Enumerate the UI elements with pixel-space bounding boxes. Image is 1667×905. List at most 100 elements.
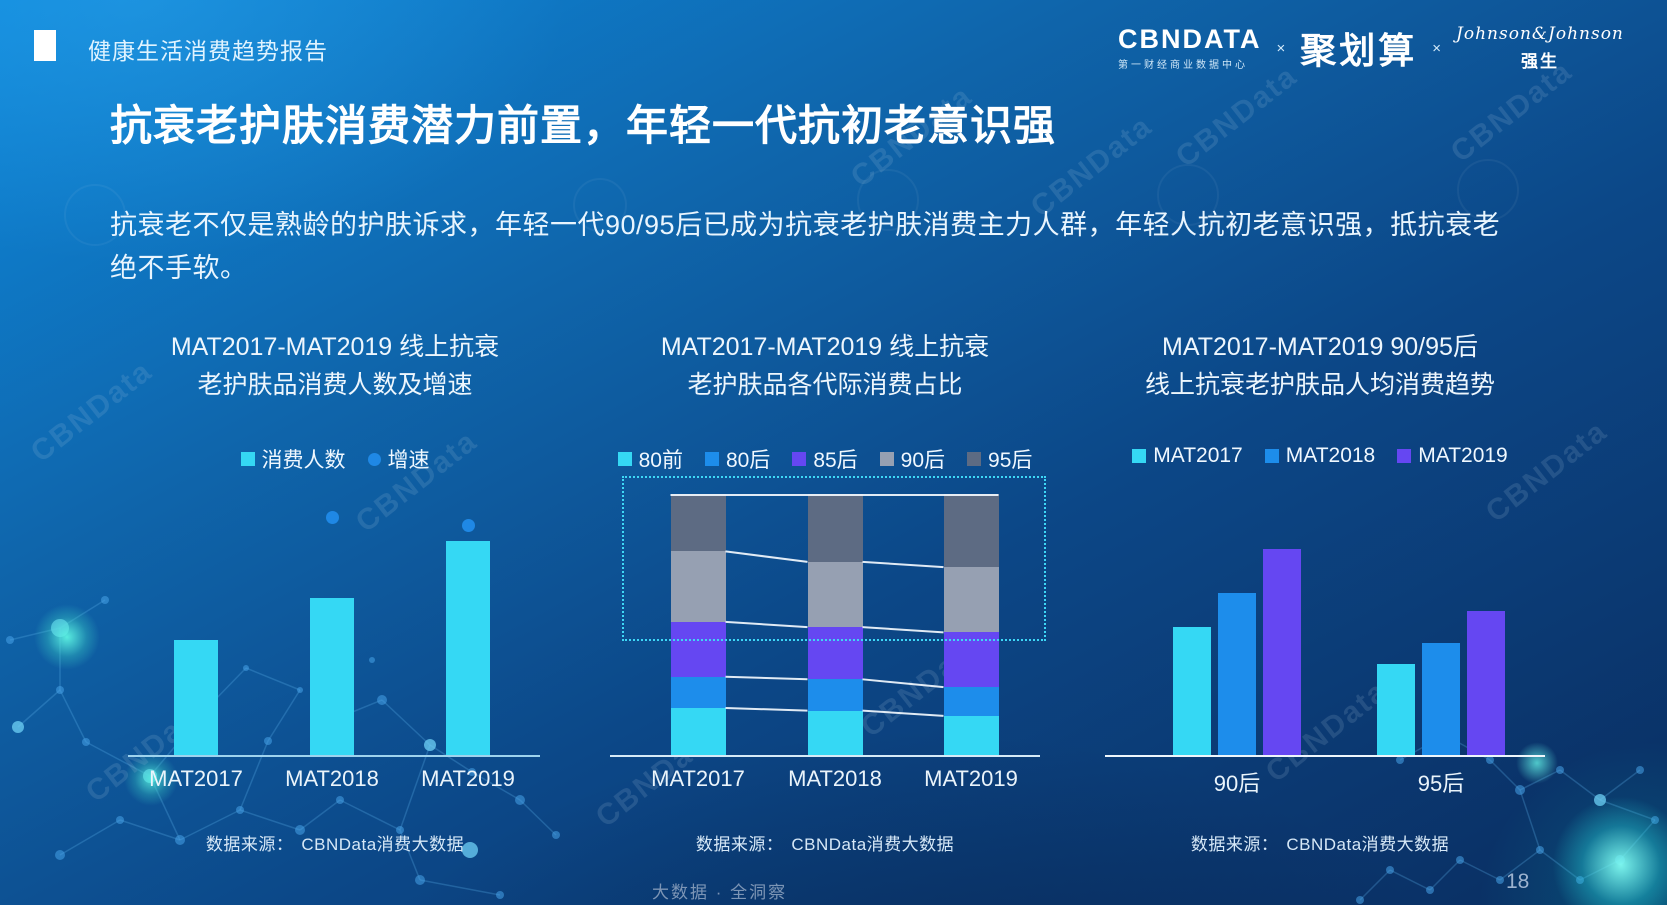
legend-square-marker [967,452,982,466]
stack-segment-90后-MAT2019 [943,567,999,633]
data-source-value: CBNData消费大数据 [301,835,465,854]
legend-label: 80前 [638,449,683,472]
data-source-label: 数据来源： [695,835,784,854]
x-axis-label: 95后 [1417,771,1465,796]
data-source: 数据来源： CBNData消费大数据 [600,830,1050,855]
legend-item: MAT2018 [1264,444,1376,468]
report-tag: 健康生活消费趋势报告 [88,38,328,64]
legend-square-marker [704,452,719,466]
chart-title: MAT2017-MAT2019 线上抗衰 老护肤品各代际消费占比 [600,328,1050,404]
stack-segment-80前-MAT2017 [670,708,726,755]
bar-95后-MAT2019 [1467,611,1505,755]
legend-item: 80后 [704,444,771,474]
bar-95后-MAT2017 [1377,663,1415,755]
legend-label: 85后 [813,449,858,472]
chart-title-line: MAT2017-MAT2019 线上抗衰 [170,333,500,361]
johnson-johnson-chinese: 强生 [1520,52,1559,71]
teal-glow-corner [1552,796,1667,905]
teal-glow-dot [34,604,100,670]
chart-title-line: 线上抗衰老护肤品人均消费趋势 [1144,371,1495,399]
cbndata-logo-text: CBNDATA [1118,24,1262,54]
data-source-label: 数据来源： [1190,835,1279,854]
stack-segment-95后-MAT2019 [943,494,999,568]
chart-consumers-and-growth: MAT2017-MAT2019 线上抗衰 老护肤品消费人数及增速 消费人数 增速 M… [110,320,560,865]
intro-text: 抗衰老不仅是熟龄的护肤诉求，年轻一代90/95后已成为抗衰老护肤消费主力人群，年… [110,210,1501,283]
data-source: 数据来源： CBNData消费大数据 [1080,830,1560,855]
stack-segment-85后-MAT2019 [943,632,999,688]
legend-item: MAT2019 [1397,444,1508,468]
stack-segment-80前-MAT2019 [943,715,999,755]
stack-segment-80后-MAT2019 [943,687,999,716]
chart-title: MAT2017-MAT2019 90/95后 线上抗衰老护肤品人均消费趋势 [1080,328,1560,404]
chart-title-line: MAT2017-MAT2019 90/95后 [1162,333,1478,361]
cbndata-logo: CBNDATA 第一财经商业数据中心 [1118,25,1261,71]
separator-x: × [1432,39,1442,57]
x-axis-label: MAT2018 [788,766,882,791]
growth-dot-MAT2019 [461,518,475,532]
cbndata-logo-subtitle: 第一财经商业数据中心 [1118,60,1248,71]
legend-item: 80前 [617,444,683,474]
legend-square-marker [240,452,255,466]
page-title: 抗衰老护肤消费潜力前置，年轻一代抗初老意识强 [110,102,1057,149]
bar-90后-MAT2018 [1218,593,1256,755]
data-source-value: CBNData消费大数据 [1286,835,1450,854]
x-axis-label: MAT2017 [149,766,243,791]
legend-label: 增速 [387,449,430,472]
chart-legend: MAT2017 MAT2018 MAT2019 [1080,444,1560,468]
legend-item: 95后 [967,444,1032,474]
legend-label: MAT2018 [1285,444,1376,467]
stack-segment-85后-MAT2017 [670,621,726,677]
chart-title-line: 老护肤品各代际消费占比 [687,371,963,399]
legend-item: 85后 [792,444,858,474]
header-square-marker [34,30,56,61]
data-source: 数据来源： CBNData消费大数据 [110,830,560,855]
chart-legend: 80前 80后 85后 90后 95后 [600,444,1050,474]
chart-x-axis-labels: MAT2017 MAT2018 MAT2019 [110,766,560,794]
legend-square-marker [1264,449,1279,463]
bar-90后-MAT2017 [1173,627,1211,755]
legend-label: 90后 [900,449,946,472]
stack-segment-95后-MAT2018 [807,494,863,562]
chart-generation-share: MAT2017-MAT2019 线上抗衰 老护肤品各代际消费占比 80前 80后 85… [600,320,1050,865]
stack-segment-80后-MAT2018 [807,679,863,711]
legend-item: 消费人数 [240,444,346,474]
chart-plot-area [1105,494,1545,757]
stack-segment-80后-MAT2017 [670,676,726,709]
data-source-value: CBNData消费大数据 [791,835,955,854]
legend-square-marker [1397,449,1412,463]
data-source-label: 数据来源： [205,835,294,854]
legend-item: 增速 [367,444,430,474]
chart-title-line: 老护肤品消费人数及增速 [197,371,473,399]
x-axis-label: MAT2019 [421,766,515,791]
legend-square-marker [792,452,807,466]
legend-label: MAT2019 [1418,444,1508,467]
growth-dot-MAT2018 [325,511,339,524]
chart-legend: 消费人数 增速 [110,444,560,474]
bar-MAT2018 [310,598,354,755]
legend-circle-marker [367,452,381,466]
highlight-dotted-box [622,476,1046,641]
legend-square-marker [879,452,894,466]
bar-MAT2017 [174,640,218,755]
bar-95后-MAT2018 [1422,642,1460,755]
legend-item: MAT2017 [1132,444,1243,468]
chart-x-axis-labels: 90后 95后 [1080,766,1560,796]
legend-square-marker [617,452,632,466]
legend-label: 80后 [725,449,771,472]
footer-slogan: 大数据 · 全洞察 [652,883,788,902]
chart-plot-area [128,494,540,757]
bar-MAT2019 [446,540,490,755]
chart-per-capita-spend: MAT2017-MAT2019 90/95后 线上抗衰老护肤品人均消费趋势 MAT… [1080,320,1560,865]
legend-item: 90后 [879,444,946,474]
chart-plot-area [610,476,1046,757]
chart-x-axis-labels: MAT2017 MAT2018 MAT2019 [600,766,1050,794]
stack-connector-lines [670,494,999,717]
stack-segment-90后-MAT2017 [670,551,726,622]
logo-bar: CBNDATA 第一财经商业数据中心 × 聚划算 × Johnson&Johns… [1118,18,1624,78]
chart-title-line: MAT2017-MAT2019 线上抗衰 [660,333,990,361]
legend-label: 95后 [988,449,1033,472]
bar-90后-MAT2019 [1263,548,1301,755]
page-number: 18 [1506,870,1530,893]
separator-x: × [1276,39,1286,57]
